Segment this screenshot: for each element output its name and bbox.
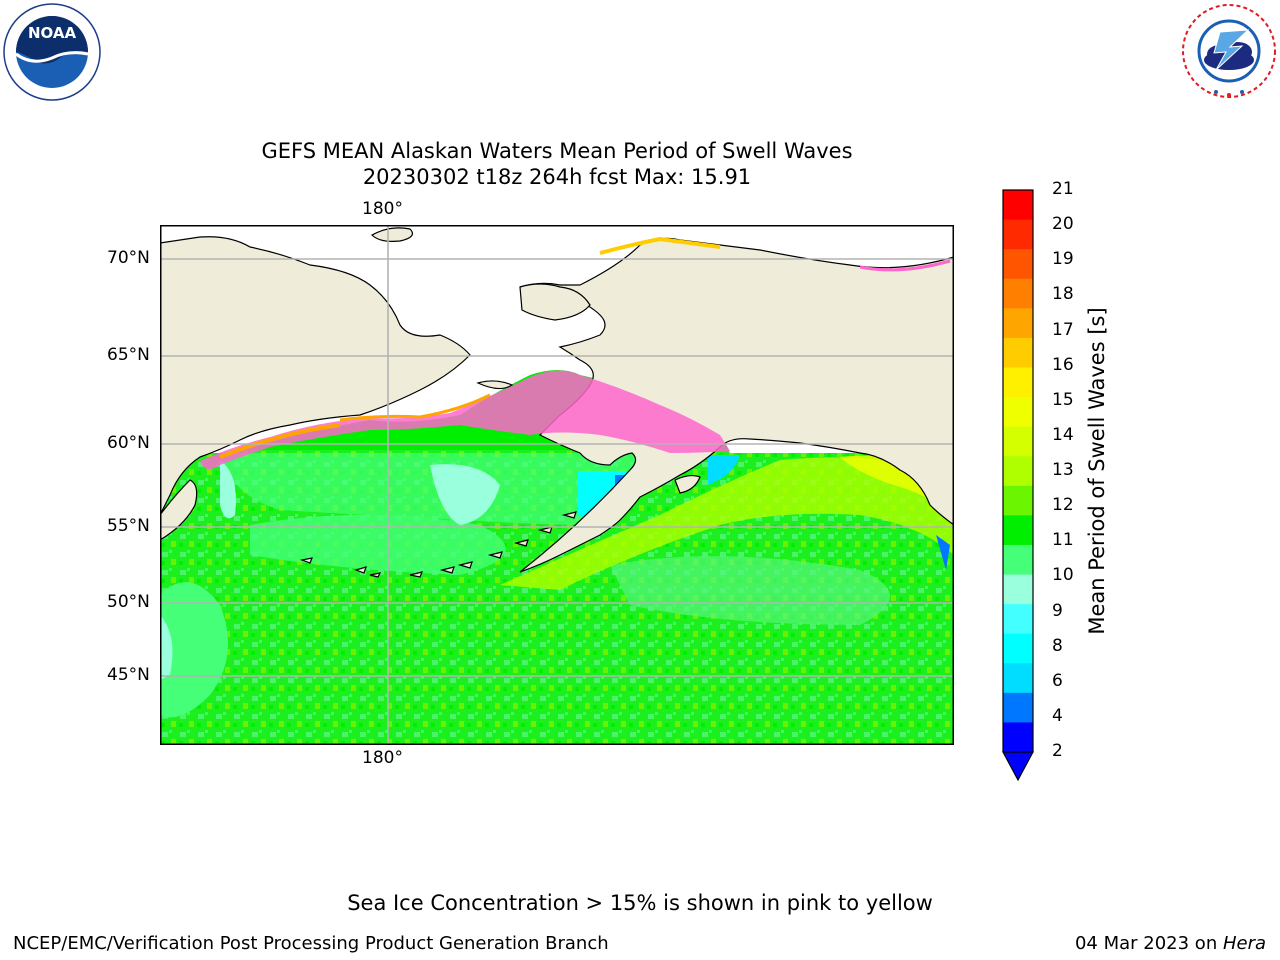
footer-machine: Hera <box>1222 933 1266 954</box>
colorbar-tick-label: 14 <box>1052 424 1074 445</box>
colorbar-tick-label: 21 <box>1052 179 1074 199</box>
arctic-ice-edge <box>599 236 721 255</box>
colorbar-box <box>1003 456 1033 487</box>
lat-label-55: 55°N <box>107 516 150 536</box>
colorbar-box <box>1003 190 1033 221</box>
colorbar-tick-label: 9 <box>1052 600 1063 621</box>
lat-label-65: 65°N <box>107 345 150 365</box>
noaa-logo: NOAA <box>2 2 102 102</box>
swell-zone-gulf <box>500 457 954 590</box>
swell-zone-central <box>250 515 506 575</box>
colorbar-tick-label: 15 <box>1052 389 1074 410</box>
colorbar-box <box>1003 308 1033 339</box>
colorbar-box <box>1003 249 1033 280</box>
colorbar-box <box>1003 367 1033 398</box>
footer-date: 04 Mar 2023 on Hera <box>1075 933 1266 954</box>
colorbar-box <box>1003 633 1033 664</box>
colorbar-box <box>1003 722 1033 753</box>
colorbar-box <box>1003 515 1033 546</box>
colorbar-tick-label: 20 <box>1052 214 1074 235</box>
colorbar-tick-label: 17 <box>1052 319 1074 340</box>
lat-label-60: 60°N <box>107 433 150 453</box>
colorbar-box <box>1003 426 1033 457</box>
lat-label-70: 70°N <box>107 248 150 268</box>
colorbar-box <box>1003 337 1033 368</box>
lon-label-top: 180° <box>362 199 403 219</box>
bering-zone-west <box>220 460 236 519</box>
sea-ice-edge-orange-2 <box>339 393 491 422</box>
lon-label-bottom: 180° <box>362 748 403 768</box>
graticule <box>160 225 954 745</box>
colorbar-tick-label: 19 <box>1052 249 1074 270</box>
colorbar-box <box>1003 604 1033 635</box>
colorbar-tick-label: 18 <box>1052 284 1074 305</box>
nws-logo <box>1180 2 1278 100</box>
cook-inlet-field <box>708 455 740 485</box>
colorbar-box <box>1003 574 1033 605</box>
land-alaska <box>519 237 954 573</box>
sea-ice-edge-pink <box>200 370 730 470</box>
land-wrangel <box>371 227 413 242</box>
aleutian-islands <box>299 511 577 578</box>
footer-branch: NCEP/EMC/Verification Post Processing Pr… <box>13 933 609 954</box>
swell-zone-east <box>610 556 890 625</box>
arctic-ice-edge-2 <box>859 259 951 272</box>
lat-label-45: 45°N <box>107 665 150 685</box>
colorbar-tick-label: 11 <box>1052 530 1074 551</box>
land-st-lawrence <box>476 380 514 390</box>
bering-sea-field <box>220 453 640 525</box>
colorbar-tick-label: 16 <box>1052 354 1074 375</box>
colorbar-tick-label: 10 <box>1052 565 1074 586</box>
colorbar-extend-arrow <box>1001 751 1035 782</box>
land-siberia <box>160 236 471 516</box>
colorbar-box <box>1003 692 1033 723</box>
colorbar-box <box>1003 278 1033 309</box>
noaa-text: NOAA <box>28 24 77 42</box>
colorbar-tick-label: 2 <box>1052 741 1063 761</box>
colorbar-box <box>1003 219 1033 250</box>
swell-period-map <box>160 225 954 745</box>
footer-date-text: 04 Mar 2023 on <box>1074 933 1223 954</box>
colorbar-tick-label: 6 <box>1052 670 1063 691</box>
chart-title: GEFS MEAN Alaskan Waters Mean Period of … <box>261 139 853 163</box>
colorbar-tick-label: 8 <box>1052 635 1063 656</box>
colorbar-tick-label: 13 <box>1052 460 1074 480</box>
colorbar-box <box>1003 544 1033 576</box>
bering-zone-long <box>430 464 500 525</box>
colorbar-label: Mean Period of Swell Waves [s] <box>1085 307 1109 635</box>
colorbar <box>1001 189 1035 782</box>
colorbar-tick-label: 4 <box>1052 705 1063 726</box>
colorbar-box <box>1003 485 1033 516</box>
chart-subtitle: 20230302 t18z 264h fcst Max: 15.91 <box>362 165 752 189</box>
southeast-inlet-short <box>936 535 950 570</box>
colorbar-box <box>1003 663 1033 694</box>
swell-zone-west <box>160 582 228 718</box>
sea-ice-note: Sea Ice Concentration > 15% is shown in … <box>347 891 933 915</box>
land-seward <box>519 283 591 321</box>
lat-label-50: 50°N <box>107 592 150 612</box>
swell-zone-west-long <box>160 615 173 680</box>
colorbar-tick-label: 12 <box>1052 495 1074 516</box>
sea-ice-edge-orange <box>219 423 341 459</box>
colorbar-box <box>1003 397 1033 428</box>
land-kodiak <box>674 474 701 494</box>
